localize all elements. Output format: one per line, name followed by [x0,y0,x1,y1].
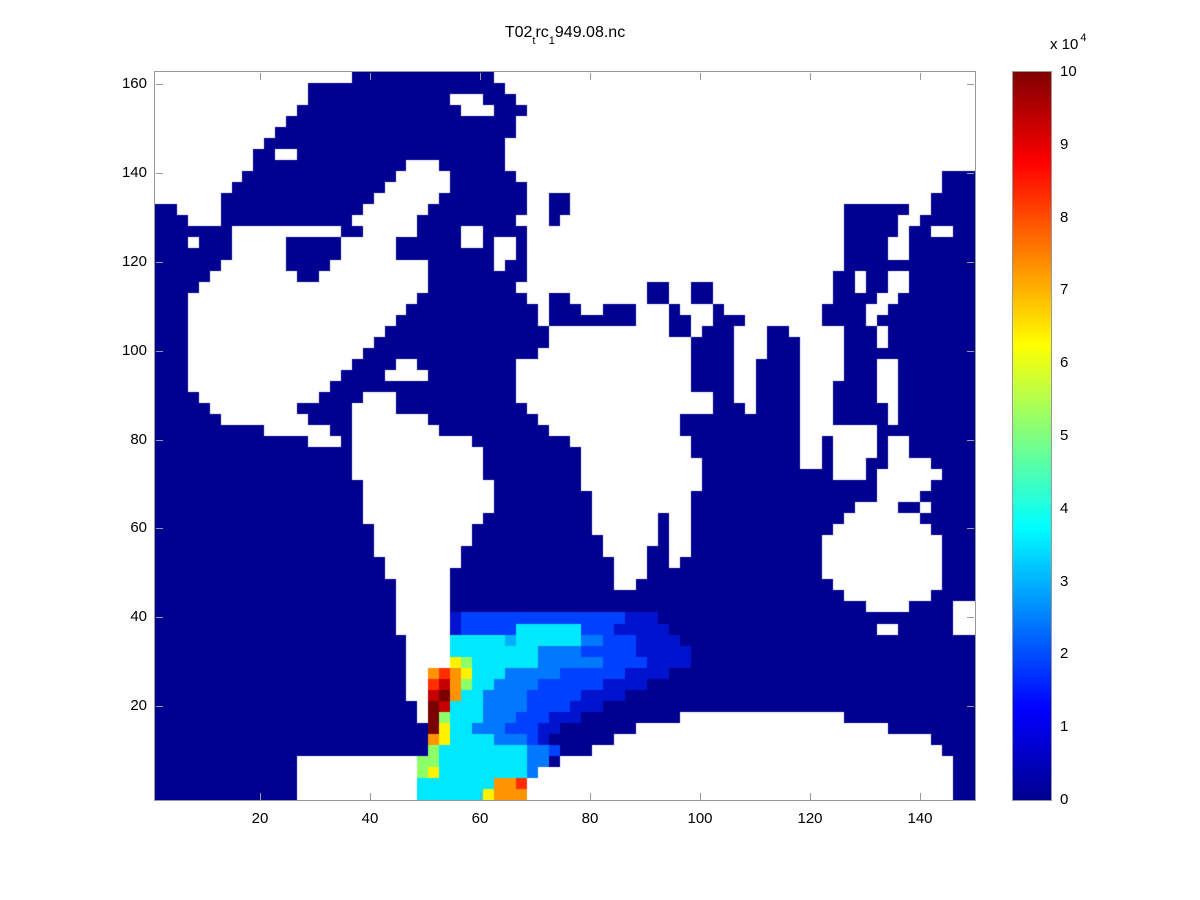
colorbar-tick-label: 2 [1060,645,1069,662]
colorbar-exponent-prefix: x 10 [1050,36,1079,53]
x-tick-mark-top [590,73,591,80]
y-tick-mark-right [967,706,974,707]
x-tick-label: 140 [907,810,933,827]
colorbar-exponent-label: x 10 4 [1050,32,1086,53]
y-tick-mark-right [967,262,974,263]
x-tick-mark-top [920,73,921,80]
colorbar-tick-label: 7 [1060,281,1069,298]
x-tick-label: 120 [797,810,823,827]
y-tick-label: 80 [130,431,147,448]
y-tick-label: 60 [130,519,147,536]
y-tick-label: 100 [121,342,147,359]
colorbar-tick-label: 1 [1060,718,1069,735]
y-tick-mark-right [967,528,974,529]
y-tick-mark [156,262,163,263]
x-tick-mark [370,793,371,800]
y-tick-mark [156,351,163,352]
map-plot [154,71,976,801]
x-tick-mark-top [370,73,371,80]
y-tick-mark-right [967,617,974,618]
colorbar [1012,71,1052,801]
colorbar-tick-label: 9 [1060,136,1069,153]
y-tick-mark [156,440,163,441]
y-tick-mark-right [967,84,974,85]
colorbar-exponent-power: 4 [1080,32,1087,44]
y-tick-label: 120 [121,253,147,270]
x-tick-mark [920,793,921,800]
y-tick-label: 20 [130,697,147,714]
x-tick-label: 80 [581,810,599,827]
colorbar-tick-label: 5 [1060,427,1069,444]
y-tick-mark-right [967,440,974,441]
x-tick-mark [810,793,811,800]
colorbar-tick-label: 4 [1060,500,1069,517]
colorbar-tick-label: 3 [1060,573,1069,590]
map-canvas [155,72,975,800]
x-tick-mark [590,793,591,800]
y-tick-mark-right [967,351,974,352]
plot-title-part-1: t [532,35,536,48]
colorbar-tick-label: 0 [1060,791,1069,808]
plot-title-part-3: 1 [548,35,555,48]
plot-title-part-0: T02 [504,24,533,41]
colorbar-tick-label: 10 [1060,63,1077,80]
y-tick-label: 40 [130,608,147,625]
plot-title-part-4: 949.08.nc [554,24,626,41]
y-tick-mark [156,617,163,618]
y-tick-mark [156,706,163,707]
x-tick-mark-top [700,73,701,80]
y-tick-label: 140 [121,164,147,181]
y-tick-mark [156,84,163,85]
x-tick-label: 100 [687,810,713,827]
x-tick-mark-top [260,73,261,80]
x-tick-mark-top [810,73,811,80]
x-tick-label: 20 [251,810,269,827]
x-tick-mark-top [480,73,481,80]
x-tick-label: 40 [361,810,379,827]
x-tick-mark [480,793,481,800]
x-tick-label: 60 [471,810,489,827]
x-tick-mark [260,793,261,800]
colorbar-tick-label: 6 [1060,354,1069,371]
plot-title-part-2: rc [535,24,549,41]
colorbar-tick-label: 8 [1060,209,1069,226]
y-tick-label: 160 [121,75,147,92]
plot-title: T02trc1949.08.nc [155,24,975,48]
y-tick-mark-right [967,173,974,174]
y-tick-mark [156,173,163,174]
x-tick-mark [700,793,701,800]
y-tick-mark [156,528,163,529]
